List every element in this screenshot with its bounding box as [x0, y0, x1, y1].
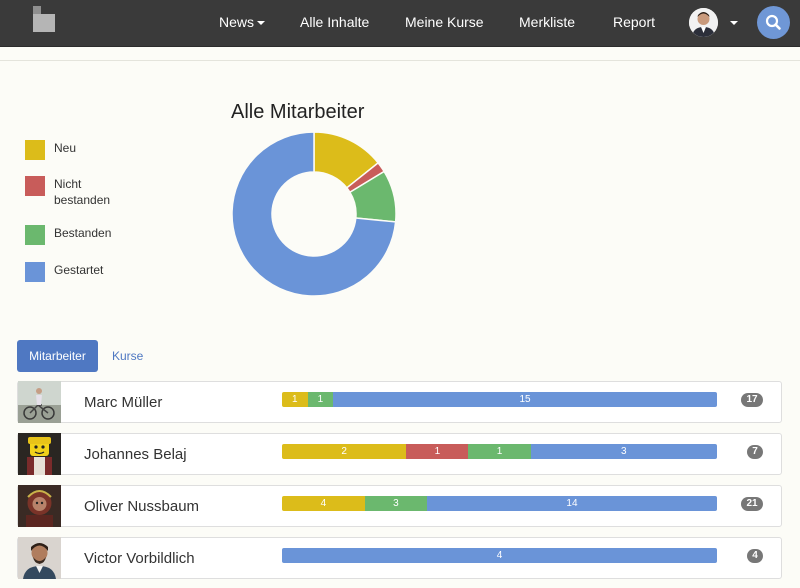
top-navigation-bar: News Alle Inhalte Meine Kurse Merkliste … — [0, 0, 800, 47]
bar-segment-bestanden: 1 — [307, 392, 334, 407]
nav-news[interactable]: News — [219, 0, 266, 46]
legend-swatch — [25, 140, 45, 160]
employee-name: Victor Vorbildlich — [84, 550, 195, 567]
legend-label: Neu — [54, 141, 77, 155]
employee-row[interactable]: Marc Müller 1 1 15 17 — [17, 381, 782, 423]
nav-meine-kurse[interactable]: Meine Kurse — [405, 14, 484, 30]
chart-title: Alle Mitarbeiter — [231, 101, 365, 123]
bar-segment-neu: 4 — [282, 496, 365, 511]
user-avatar-icon — [689, 8, 718, 37]
legend-swatch — [25, 262, 45, 282]
logo-mark-large — [33, 14, 55, 32]
employee-name: Johannes Belaj — [84, 446, 187, 463]
progress-bar: 1 1 15 — [282, 392, 717, 407]
employee-row[interactable]: Oliver Nussbaum 4 3 14 21 — [17, 485, 782, 527]
employee-name: Marc Müller — [84, 394, 163, 411]
tab-mitarbeiter[interactable]: Mitarbeiter — [17, 340, 98, 372]
employee-photo — [18, 485, 61, 527]
legend-label: Nicht bestanden — [54, 177, 111, 207]
count-badge: 21 — [741, 497, 763, 511]
nav-news-label: News — [219, 14, 255, 30]
logo[interactable] — [33, 6, 55, 32]
legend-swatch — [25, 176, 45, 196]
nav-merkliste[interactable]: Merkliste — [519, 14, 576, 30]
chevron-down-icon — [257, 21, 266, 26]
employee-photo — [18, 537, 61, 579]
employee-photo — [18, 381, 61, 423]
bar-segment-nicht-bestanden: 1 — [406, 444, 469, 459]
cyclist-photo-icon — [18, 381, 61, 423]
bar-segment-bestanden: 3 — [364, 496, 427, 511]
logo-mark-small — [33, 6, 41, 14]
costume-photo-icon — [18, 485, 61, 527]
search-button[interactable] — [757, 6, 790, 39]
nav-report[interactable]: Report — [613, 14, 656, 30]
bar-segment-gestartet: 4 — [282, 548, 717, 563]
nav-alle-inhalte[interactable]: Alle Inhalte — [300, 14, 370, 30]
employee-name: Oliver Nussbaum — [84, 498, 200, 515]
employee-row[interactable]: Victor Vorbildlich 4 4 — [17, 537, 782, 579]
tab-kurse[interactable]: Kurse — [112, 349, 144, 363]
count-badge: 4 — [747, 549, 763, 563]
bar-segment-neu: 2 — [282, 444, 407, 459]
count-badge: 7 — [747, 445, 763, 459]
donut-slice-gestartet — [231, 131, 397, 297]
divider — [0, 60, 800, 61]
count-badge: 17 — [741, 393, 763, 407]
bar-segment-gestartet: 15 — [333, 392, 717, 407]
bar-segment-bestanden: 1 — [468, 444, 531, 459]
bar-segment-gestartet: 3 — [530, 444, 717, 459]
lego-figure-photo-icon — [18, 433, 61, 475]
legend-label: Bestanden — [54, 226, 112, 240]
donut-chart — [231, 131, 397, 297]
legend-swatch — [25, 225, 45, 245]
search-icon — [765, 14, 781, 30]
progress-bar: 4 — [282, 548, 717, 563]
bar-segment-neu: 1 — [282, 392, 308, 407]
legend-label: Gestartet — [54, 263, 104, 277]
chevron-down-icon[interactable] — [730, 21, 738, 25]
man-portrait-photo-icon — [18, 537, 61, 579]
employee-photo — [18, 433, 61, 475]
progress-bar: 4 3 14 — [282, 496, 717, 511]
user-avatar[interactable] — [689, 8, 718, 37]
bar-segment-gestartet: 14 — [426, 496, 717, 511]
